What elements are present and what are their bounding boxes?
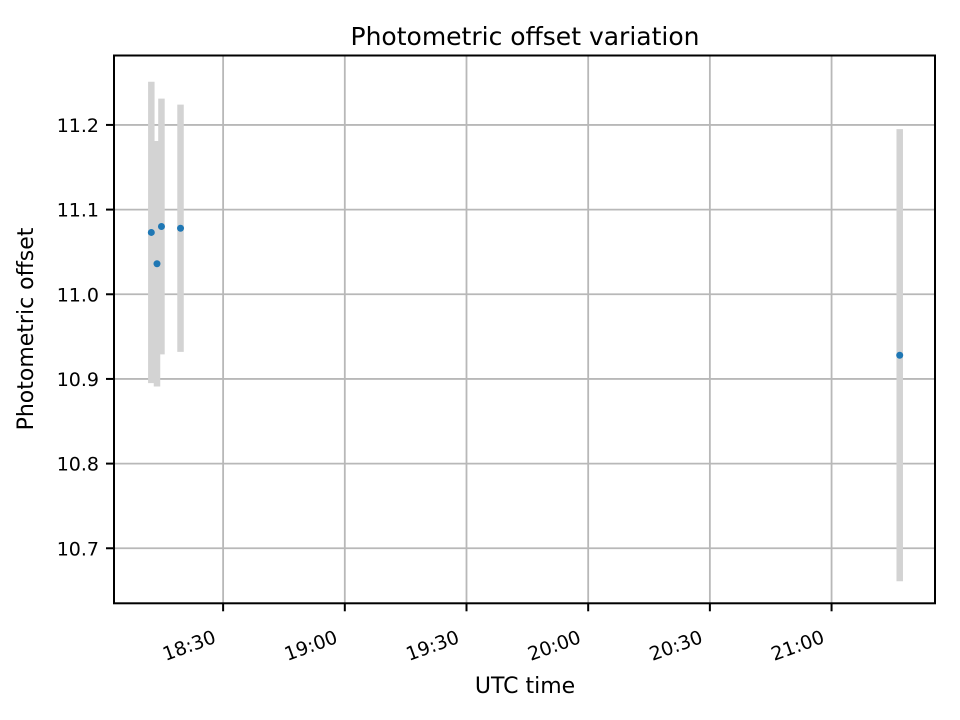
y-tick-label: 11.2 [57,115,99,137]
data-point [147,228,155,236]
x-tick-label: 20:00 [525,626,584,665]
y-axis-title: Photometric offset [14,227,39,430]
axes-box [113,54,936,605]
chart-title: Photometric offset variation [351,22,700,51]
y-tick-label: 10.8 [57,454,99,476]
x-tick-label: 18:30 [160,626,219,665]
y-tick-label: 11.1 [57,200,99,222]
x-axis-title: UTC time [475,674,575,699]
x-tick-label: 20:30 [647,626,706,665]
data-point [157,223,165,231]
y-tick-label: 10.9 [57,369,99,391]
y-tick-label: 11.0 [57,284,99,306]
data-point [177,224,185,232]
x-tick-label: 19:00 [282,626,341,665]
x-tick-label: 19:30 [403,626,462,665]
data-point [153,260,161,268]
x-tick-label: 21:00 [768,626,827,665]
data-point [896,351,904,359]
y-tick-label: 10.7 [57,538,99,560]
